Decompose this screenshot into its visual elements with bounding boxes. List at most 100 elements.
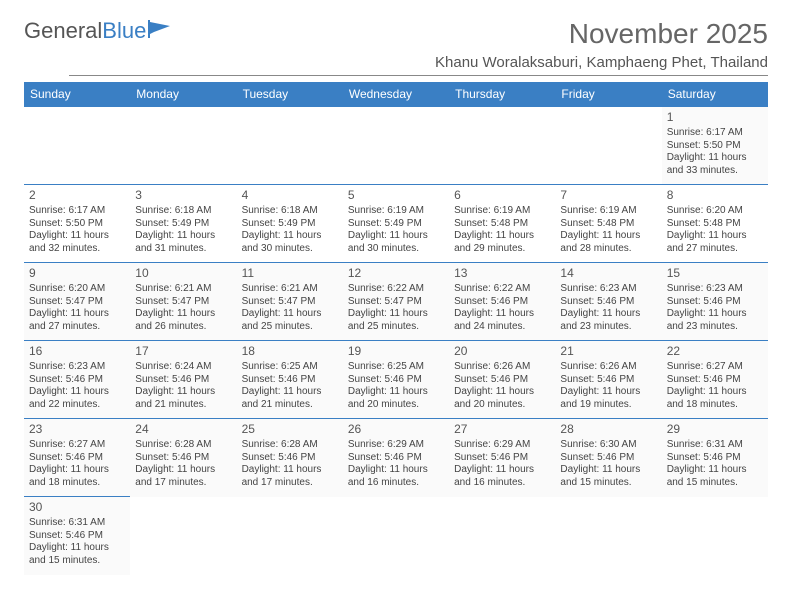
day-number: 29 (667, 422, 763, 437)
sunset-line: Sunset: 5:48 PM (454, 218, 550, 231)
sunset-line: Sunset: 5:47 PM (348, 296, 444, 309)
day-number: 12 (348, 266, 444, 281)
sunrise-line: Sunrise: 6:30 AM (560, 439, 656, 452)
calendar-week-row: 1Sunrise: 6:17 AMSunset: 5:50 PMDaylight… (24, 107, 768, 185)
daylight-line-b: and 17 minutes. (242, 477, 338, 490)
header: GeneralBlue November 2025 Khanu Woralaks… (24, 18, 768, 76)
day-number: 30 (29, 500, 125, 515)
sunset-line: Sunset: 5:46 PM (667, 296, 763, 309)
sunrise-line: Sunrise: 6:26 AM (454, 361, 550, 374)
flag-icon (148, 20, 174, 43)
day-number: 6 (454, 188, 550, 203)
daylight-line-a: Daylight: 11 hours (29, 230, 125, 243)
calendar-day-cell: 3 Sunrise: 6:18 AMSunset: 5:49 PMDaylight… (130, 185, 236, 263)
daylight-line-b: and 20 minutes. (348, 399, 444, 412)
calendar-day-cell: 21Sunrise: 6:26 AMSunset: 5:46 PMDayligh… (555, 341, 661, 419)
daylight-line-a: Daylight: 11 hours (667, 230, 763, 243)
sunset-line: Sunset: 5:48 PM (667, 218, 763, 231)
calendar-table: SundayMondayTuesdayWednesdayThursdayFrid… (24, 82, 768, 575)
sunset-line: Sunset: 5:46 PM (29, 452, 125, 465)
day-number: 7 (560, 188, 656, 203)
daylight-line-a: Daylight: 11 hours (348, 464, 444, 477)
calendar-day-cell (555, 497, 661, 575)
day-number: 3 (135, 188, 231, 203)
logo: GeneralBlue (24, 18, 174, 44)
sunrise-line: Sunrise: 6:17 AM (667, 127, 763, 140)
daylight-line-a: Daylight: 11 hours (135, 464, 231, 477)
sunrise-line: Sunrise: 6:21 AM (135, 283, 231, 296)
sunrise-line: Sunrise: 6:27 AM (29, 439, 125, 452)
sunset-line: Sunset: 5:46 PM (135, 452, 231, 465)
day-number: 2 (29, 188, 125, 203)
day-number: 18 (242, 344, 338, 359)
daylight-line-a: Daylight: 11 hours (242, 308, 338, 321)
sunset-line: Sunset: 5:48 PM (560, 218, 656, 231)
calendar-day-cell: 25Sunrise: 6:28 AMSunset: 5:46 PMDayligh… (237, 419, 343, 497)
calendar-day-cell (237, 107, 343, 185)
sunset-line: Sunset: 5:46 PM (454, 452, 550, 465)
daylight-line-a: Daylight: 11 hours (454, 308, 550, 321)
sunrise-line: Sunrise: 6:18 AM (242, 205, 338, 218)
daylight-line-b: and 27 minutes. (29, 321, 125, 334)
sunrise-line: Sunrise: 6:22 AM (454, 283, 550, 296)
day-number: 27 (454, 422, 550, 437)
daylight-line-a: Daylight: 11 hours (454, 386, 550, 399)
sunset-line: Sunset: 5:46 PM (560, 374, 656, 387)
daylight-line-b: and 23 minutes. (560, 321, 656, 334)
daylight-line-b: and 29 minutes. (454, 243, 550, 256)
sunrise-line: Sunrise: 6:19 AM (454, 205, 550, 218)
calendar-day-cell: 18Sunrise: 6:25 AMSunset: 5:46 PMDayligh… (237, 341, 343, 419)
daylight-line-a: Daylight: 11 hours (135, 386, 231, 399)
sunrise-line: Sunrise: 6:29 AM (348, 439, 444, 452)
weekday-header-row: SundayMondayTuesdayWednesdayThursdayFrid… (24, 82, 768, 107)
day-number: 15 (667, 266, 763, 281)
sunset-line: Sunset: 5:47 PM (135, 296, 231, 309)
sunset-line: Sunset: 5:46 PM (242, 374, 338, 387)
sunset-line: Sunset: 5:46 PM (348, 374, 444, 387)
sunset-line: Sunset: 5:47 PM (29, 296, 125, 309)
sunrise-line: Sunrise: 6:18 AM (135, 205, 231, 218)
sunrise-line: Sunrise: 6:24 AM (135, 361, 231, 374)
weekday-header: Thursday (449, 82, 555, 107)
calendar-week-row: 30Sunrise: 6:31 AMSunset: 5:46 PMDayligh… (24, 497, 768, 575)
sunset-line: Sunset: 5:46 PM (29, 530, 125, 543)
daylight-line-b: and 27 minutes. (667, 243, 763, 256)
sunrise-line: Sunrise: 6:23 AM (667, 283, 763, 296)
daylight-line-a: Daylight: 11 hours (348, 386, 444, 399)
weekday-header: Monday (130, 82, 236, 107)
day-number: 19 (348, 344, 444, 359)
day-number: 1 (667, 110, 763, 125)
sunrise-line: Sunrise: 6:20 AM (29, 283, 125, 296)
calendar-day-cell: 16Sunrise: 6:23 AMSunset: 5:46 PMDayligh… (24, 341, 130, 419)
calendar-day-cell: 14Sunrise: 6:23 AMSunset: 5:46 PMDayligh… (555, 263, 661, 341)
daylight-line-b: and 30 minutes. (242, 243, 338, 256)
daylight-line-a: Daylight: 11 hours (135, 230, 231, 243)
day-number: 23 (29, 422, 125, 437)
calendar-week-row: 23Sunrise: 6:27 AMSunset: 5:46 PMDayligh… (24, 419, 768, 497)
logo-text: GeneralBlue (24, 18, 146, 44)
sunset-line: Sunset: 5:49 PM (242, 218, 338, 231)
sunrise-line: Sunrise: 6:29 AM (454, 439, 550, 452)
sunrise-line: Sunrise: 6:25 AM (242, 361, 338, 374)
day-number: 14 (560, 266, 656, 281)
sunrise-line: Sunrise: 6:17 AM (29, 205, 125, 218)
calendar-body: 1Sunrise: 6:17 AMSunset: 5:50 PMDaylight… (24, 107, 768, 575)
logo-word2: Blue (102, 18, 146, 43)
daylight-line-a: Daylight: 11 hours (667, 386, 763, 399)
day-number: 26 (348, 422, 444, 437)
daylight-line-b: and 19 minutes. (560, 399, 656, 412)
daylight-line-b: and 16 minutes. (454, 477, 550, 490)
calendar-day-cell: 19Sunrise: 6:25 AMSunset: 5:46 PMDayligh… (343, 341, 449, 419)
sunset-line: Sunset: 5:49 PM (135, 218, 231, 231)
calendar-day-cell (555, 107, 661, 185)
day-number: 5 (348, 188, 444, 203)
daylight-line-a: Daylight: 11 hours (29, 308, 125, 321)
daylight-line-b: and 17 minutes. (135, 477, 231, 490)
day-number: 17 (135, 344, 231, 359)
weekday-header: Saturday (662, 82, 768, 107)
daylight-line-b: and 15 minutes. (667, 477, 763, 490)
sunset-line: Sunset: 5:46 PM (29, 374, 125, 387)
sunset-line: Sunset: 5:50 PM (667, 140, 763, 153)
daylight-line-b: and 15 minutes. (560, 477, 656, 490)
month-title: November 2025 (569, 18, 768, 50)
